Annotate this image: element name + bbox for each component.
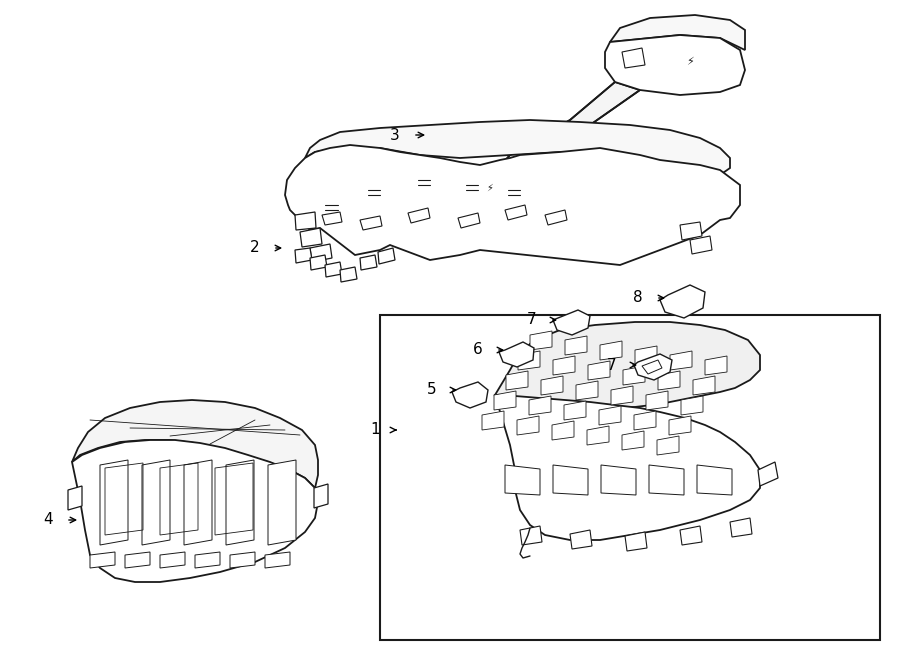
Polygon shape (325, 262, 342, 277)
Polygon shape (378, 248, 395, 264)
Polygon shape (495, 395, 760, 540)
Polygon shape (611, 386, 633, 405)
Polygon shape (518, 351, 540, 370)
Polygon shape (680, 222, 702, 240)
Polygon shape (499, 342, 534, 367)
Text: 6: 6 (473, 342, 483, 358)
Polygon shape (310, 244, 332, 262)
Polygon shape (72, 400, 318, 488)
Polygon shape (649, 465, 684, 495)
Polygon shape (587, 426, 609, 445)
Polygon shape (452, 382, 488, 408)
Polygon shape (622, 48, 645, 68)
Polygon shape (322, 212, 342, 225)
Text: 5: 5 (428, 383, 436, 397)
Polygon shape (360, 255, 377, 270)
Polygon shape (623, 366, 645, 385)
Polygon shape (646, 391, 668, 410)
Text: 7: 7 (527, 313, 536, 327)
Polygon shape (576, 381, 598, 400)
Polygon shape (670, 351, 692, 370)
Polygon shape (408, 208, 430, 223)
Polygon shape (195, 552, 220, 568)
Polygon shape (635, 346, 657, 365)
Polygon shape (495, 322, 760, 408)
Text: 4: 4 (43, 512, 53, 527)
Polygon shape (90, 552, 115, 568)
Polygon shape (758, 462, 778, 486)
Polygon shape (681, 396, 703, 415)
Polygon shape (100, 460, 128, 545)
Polygon shape (610, 15, 745, 50)
Polygon shape (310, 255, 327, 270)
Polygon shape (553, 465, 588, 495)
Polygon shape (697, 465, 732, 495)
Polygon shape (600, 341, 622, 360)
Polygon shape (268, 460, 296, 545)
Polygon shape (68, 486, 82, 510)
Polygon shape (541, 376, 563, 395)
Polygon shape (142, 460, 170, 545)
Polygon shape (482, 411, 504, 430)
Polygon shape (265, 552, 290, 568)
Polygon shape (505, 205, 527, 220)
Polygon shape (72, 440, 318, 582)
Text: 8: 8 (634, 290, 643, 305)
Polygon shape (160, 552, 185, 568)
Polygon shape (184, 460, 212, 545)
Polygon shape (226, 460, 254, 545)
Polygon shape (660, 285, 705, 318)
Text: 7: 7 (608, 358, 616, 373)
Text: 1: 1 (370, 422, 380, 438)
Polygon shape (314, 484, 328, 508)
Polygon shape (380, 315, 880, 640)
Text: 3: 3 (390, 128, 400, 143)
Polygon shape (553, 356, 575, 375)
Polygon shape (680, 526, 702, 545)
Polygon shape (506, 371, 528, 390)
Polygon shape (622, 431, 644, 450)
Polygon shape (570, 530, 592, 549)
Polygon shape (658, 371, 680, 390)
Polygon shape (360, 216, 382, 230)
Polygon shape (530, 331, 552, 350)
Polygon shape (642, 360, 662, 374)
Text: ⚡: ⚡ (686, 57, 694, 67)
Polygon shape (230, 552, 255, 568)
Polygon shape (490, 82, 640, 182)
Polygon shape (669, 416, 691, 435)
Text: ⚡: ⚡ (487, 183, 493, 193)
Polygon shape (517, 416, 539, 435)
Polygon shape (634, 354, 672, 380)
Polygon shape (605, 35, 745, 95)
Polygon shape (565, 336, 587, 355)
Polygon shape (705, 356, 727, 375)
Polygon shape (625, 532, 647, 551)
Text: 2: 2 (250, 241, 260, 256)
Polygon shape (545, 210, 567, 225)
Polygon shape (285, 145, 740, 265)
Polygon shape (458, 213, 480, 228)
Polygon shape (529, 396, 551, 415)
Polygon shape (125, 552, 150, 568)
Polygon shape (690, 236, 712, 254)
Polygon shape (599, 406, 621, 425)
Polygon shape (552, 421, 574, 440)
Polygon shape (601, 465, 636, 495)
Polygon shape (588, 361, 610, 380)
Polygon shape (494, 391, 516, 410)
Polygon shape (693, 376, 715, 395)
Polygon shape (505, 465, 540, 495)
Polygon shape (340, 267, 357, 282)
Polygon shape (657, 436, 679, 455)
Polygon shape (295, 248, 312, 263)
Polygon shape (634, 411, 656, 430)
Polygon shape (305, 120, 730, 175)
Polygon shape (553, 310, 590, 335)
Polygon shape (730, 518, 752, 537)
Polygon shape (300, 228, 322, 247)
Polygon shape (295, 212, 316, 230)
Polygon shape (564, 401, 586, 420)
Polygon shape (520, 526, 542, 545)
